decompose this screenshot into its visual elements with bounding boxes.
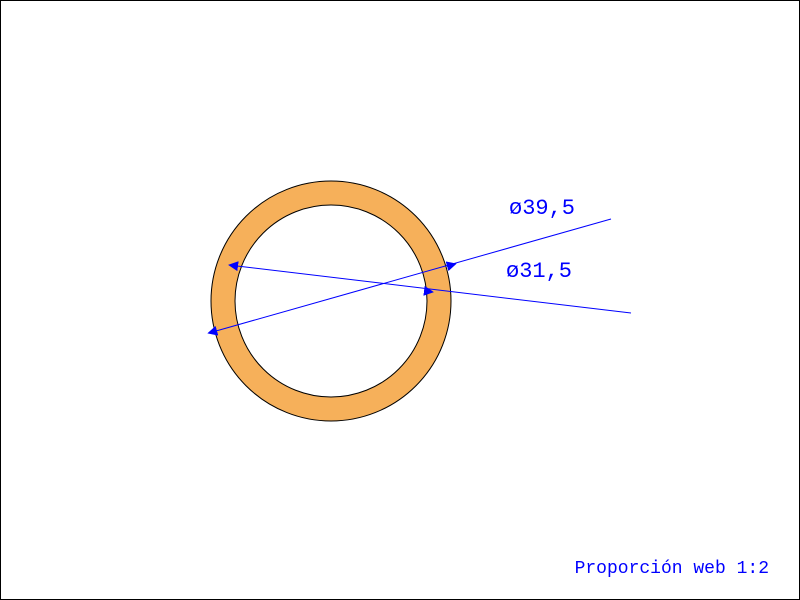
diagram-svg (1, 1, 800, 600)
diagram-canvas: ø39,5 ø31,5 Proporción web 1:2 (0, 0, 800, 600)
inner-diameter-label: ø31,5 (506, 259, 572, 284)
ring-shape (211, 181, 451, 421)
outer-diameter-label: ø39,5 (509, 196, 575, 221)
scale-footer: Proporción web 1:2 (575, 559, 769, 579)
